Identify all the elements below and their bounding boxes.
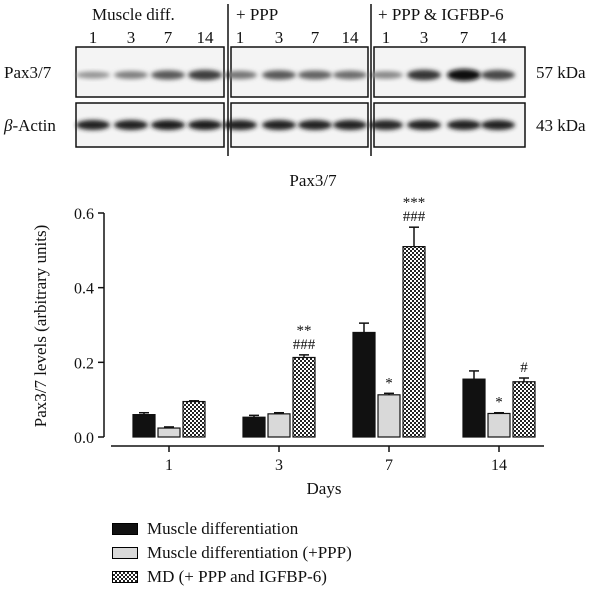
blot-band (447, 120, 481, 130)
significance-label: * (385, 375, 393, 391)
legend-swatch-checkered (112, 571, 138, 583)
blot-band (188, 69, 222, 81)
blot-lane-label: 3 (420, 28, 429, 47)
bar (242, 416, 266, 438)
blot-band (369, 71, 403, 79)
blot-band (151, 120, 185, 130)
blot-band (151, 70, 185, 80)
blot-lane-label: 7 (460, 28, 469, 47)
bar (512, 381, 536, 438)
y-tick-label: 0.6 (74, 206, 94, 223)
y-tick-label: 0.0 (74, 430, 94, 447)
blot-band (188, 120, 222, 130)
bar (402, 245, 426, 438)
legend-swatch-gray (112, 547, 138, 559)
significance-label: *** (403, 195, 426, 211)
bar (377, 394, 401, 438)
bar (487, 412, 511, 438)
legend-label: MD (+ PPP and IGFBP-6) (147, 567, 327, 586)
x-tick-label: 14 (491, 457, 507, 474)
x-axis-label: Days (307, 479, 342, 498)
blot-band (262, 70, 296, 80)
significance-label: * (495, 395, 503, 411)
legend-item-muscle-differentiation: Muscle differentiation (112, 517, 352, 541)
blot-band (76, 120, 110, 130)
x-tick-label: 1 (165, 457, 173, 474)
blot-lane-label: 3 (127, 28, 136, 47)
blot-band (369, 120, 403, 130)
bar (182, 400, 206, 438)
blot-band (298, 70, 332, 80)
bar (292, 356, 316, 438)
blot-lane-label: 14 (342, 28, 360, 47)
chart-title: Pax3/7 (289, 171, 337, 190)
legend: Muscle differentiation Muscle differenti… (112, 517, 352, 589)
bar (157, 427, 181, 438)
bar (132, 414, 156, 438)
blot-row-label: β-Actin (3, 116, 56, 135)
blot-band (114, 71, 148, 79)
bars: ###***###****# (132, 195, 536, 438)
bar (462, 378, 486, 438)
blot-band (447, 69, 481, 81)
blot-band (262, 120, 296, 130)
y-axis-label: Pax3/7 levels (arbitrary units) (31, 225, 50, 428)
blot-band (407, 120, 441, 130)
legend-swatch-black (112, 523, 138, 535)
western-blot: Muscle diff. + PPP + PPP & IGFBP-6 1 3 7 14 1 3… (3, 4, 586, 156)
blot-lane-label: 1 (236, 28, 245, 47)
blot-row-label: Pax3/7 (4, 63, 52, 82)
legend-item-muscle-differentiation-ppp: Muscle differentiation (+PPP) (112, 541, 352, 565)
blot-group-title: + PPP (236, 5, 278, 24)
blot-lane-label: 7 (311, 28, 320, 47)
y-tick-label: 0.2 (74, 355, 94, 372)
blot-group-title: Muscle diff. (92, 5, 175, 24)
x-tick-label: 7 (385, 457, 393, 474)
blot-band (114, 120, 148, 130)
blot-lane-label: 14 (490, 28, 508, 47)
blot-band (407, 69, 441, 81)
y-axis: 0.0 0.2 0.4 0.6 (74, 206, 105, 447)
bar (267, 413, 291, 438)
blot-lane-label: 14 (197, 28, 215, 47)
x-axis: 1 3 7 14 (111, 445, 544, 474)
blot-lane-label: 3 (275, 28, 284, 47)
legend-item-md-ppp-igfbp6: MD (+ PPP and IGFBP-6) (112, 565, 352, 589)
y-tick-label: 0.4 (74, 281, 94, 298)
significance-label: ** (297, 323, 312, 339)
blot-band (333, 120, 367, 130)
significance-label: # (520, 360, 528, 376)
blot-band (298, 120, 332, 130)
blot-band (333, 70, 367, 80)
blot-band (223, 120, 257, 130)
x-tick-label: 3 (275, 457, 283, 474)
bar (352, 331, 376, 438)
blot-band (481, 120, 515, 130)
legend-label: Muscle differentiation (+PPP) (147, 543, 352, 562)
blot-lane-label: 1 (382, 28, 391, 47)
blot-band (223, 70, 257, 80)
blot-band (76, 71, 110, 79)
significance-label: ### (293, 337, 316, 353)
blot-lane-label: 1 (89, 28, 98, 47)
blot-lane-label: 7 (164, 28, 173, 47)
blot-kda-label: 57 kDa (536, 63, 586, 82)
blot-band (481, 70, 515, 80)
blot-group-title: + PPP & IGFBP-6 (378, 5, 504, 24)
legend-label: Muscle differentiation (147, 519, 299, 538)
bar-chart: Pax3/7 Pax3/7 levels (arbitrary units) D… (31, 171, 544, 498)
blot-kda-label: 43 kDa (536, 116, 586, 135)
significance-label: ### (403, 209, 426, 225)
